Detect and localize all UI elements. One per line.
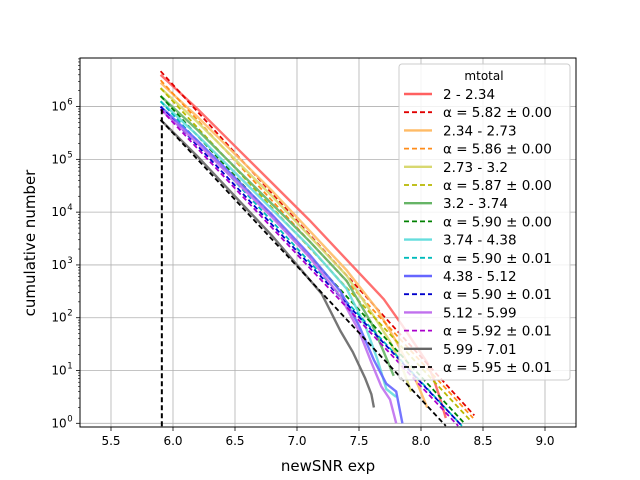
legend-label: α = 5.87 ± 0.00: [443, 178, 552, 194]
legend-title: mtotal: [464, 69, 503, 83]
fit-line: [159, 119, 447, 427]
x-tick-label: 8.5: [473, 434, 492, 448]
plot-frame: [79, 57, 577, 428]
y-tick-exponent: 4: [67, 203, 72, 213]
legend-label: α = 5.95 ± 0.01: [443, 360, 552, 376]
y-tick-label: 10: [51, 416, 66, 430]
y-tick-exponent: 0: [67, 414, 72, 424]
x-tick-label: 6.5: [225, 434, 244, 448]
x-axis-label: newSNR exp: [281, 457, 375, 475]
y-tick-label: 10: [51, 311, 66, 325]
x-tick-label: 9.0: [535, 434, 554, 448]
x-tick-label: 7.0: [287, 434, 306, 448]
legend-label: α = 5.92 ± 0.01: [443, 324, 552, 340]
legend-label: 3.2 - 3.74: [443, 196, 508, 212]
legend-label: α = 5.86 ± 0.00: [443, 142, 552, 158]
y-tick-exponent: 3: [67, 256, 72, 266]
y-tick-label: 10: [51, 100, 66, 114]
y-axis-label: cumulative number: [21, 169, 39, 317]
y-tick-label: 10: [51, 205, 66, 219]
data-line: [159, 105, 404, 424]
y-tick-exponent: 1: [67, 362, 72, 372]
legend-label: α = 5.90 ± 0.01: [443, 287, 552, 303]
legend-label: 2 - 2.34: [443, 87, 495, 103]
x-axis-ticks: 5.5 6.0 6.5 7.0 7.5 8.0 8.5 9.0: [101, 427, 555, 448]
y-tick-exponent: 5: [67, 150, 72, 160]
y-tick-exponent: 6: [67, 98, 72, 108]
legend-label: 2.73 - 3.2: [443, 160, 508, 176]
legend-label: 5.99 - 7.01: [443, 342, 517, 358]
x-tick-label: 6.0: [163, 434, 182, 448]
legend-label: α = 5.90 ± 0.01: [443, 251, 552, 267]
legend-label: 2.34 - 2.73: [443, 123, 517, 139]
legend-label: α = 5.82 ± 0.00: [443, 105, 552, 121]
x-tick-label: 5.5: [101, 434, 120, 448]
fit-line: [159, 105, 463, 427]
legend-entries: 2 - 2.34 α = 5.82 ± 0.00 2.34 - 2.73 α = 5.…: [404, 87, 552, 376]
y-tick-exponent: 2: [67, 309, 72, 319]
y-tick-label: 10: [51, 152, 66, 166]
y-tick-label: 10: [51, 364, 66, 378]
legend-label: α = 5.90 ± 0.00: [443, 214, 552, 230]
data-line: [159, 118, 376, 408]
legend-label: 5.12 - 5.99: [443, 305, 517, 321]
data-line: [159, 95, 395, 377]
legend-box: [398, 63, 571, 381]
x-tick-label: 7.5: [349, 434, 368, 448]
legend-label: 4.38 - 5.12: [443, 269, 517, 285]
x-tick-label: 8.0: [411, 434, 430, 448]
y-tick-label: 10: [51, 258, 66, 272]
legend-label: 3.74 - 4.38: [443, 233, 517, 249]
legend: mtotal 2 - 2.34 α = 5.82 ± 0.00 2.34 - 2.7…: [398, 63, 571, 381]
data-line: [159, 108, 398, 424]
